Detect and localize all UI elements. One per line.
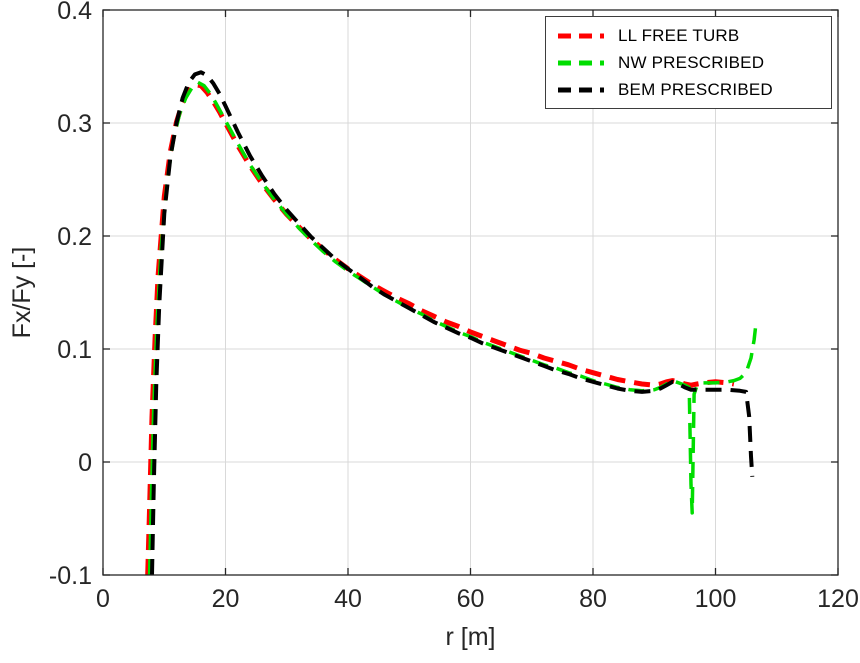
legend-line-sample [558,87,604,92]
legend-label: LL FREE TURB [618,25,740,45]
svg-text:r [m]: r [m] [446,623,496,651]
legend-item: NW PRESCRIBED [546,49,831,76]
legend-line-sample [558,60,604,65]
legend: LL FREE TURB NW PRESCRIBED BEM PRESCRIBE… [545,16,832,109]
svg-text:80: 80 [579,585,607,613]
svg-text:120: 120 [817,585,859,613]
svg-text:-0.1: -0.1 [49,562,92,590]
svg-text:0: 0 [78,449,92,477]
svg-text:100: 100 [695,585,737,613]
svg-text:0.4: 0.4 [57,0,92,25]
svg-text:60: 60 [457,585,485,613]
svg-text:0.1: 0.1 [57,336,92,364]
legend-label: NW PRESCRIBED [618,52,765,72]
svg-text:0.3: 0.3 [57,110,92,138]
svg-text:0: 0 [96,585,110,613]
legend-item: LL FREE TURB [546,22,831,49]
svg-text:0.2: 0.2 [57,223,92,251]
svg-text:40: 40 [334,585,362,613]
svg-text:Fx/Fy [-]: Fx/Fy [-] [8,247,36,339]
legend-item: BEM PRESCRIBED [546,76,831,103]
legend-line-sample [558,33,604,38]
legend-label: BEM PRESCRIBED [618,79,773,99]
svg-text:20: 20 [212,585,240,613]
